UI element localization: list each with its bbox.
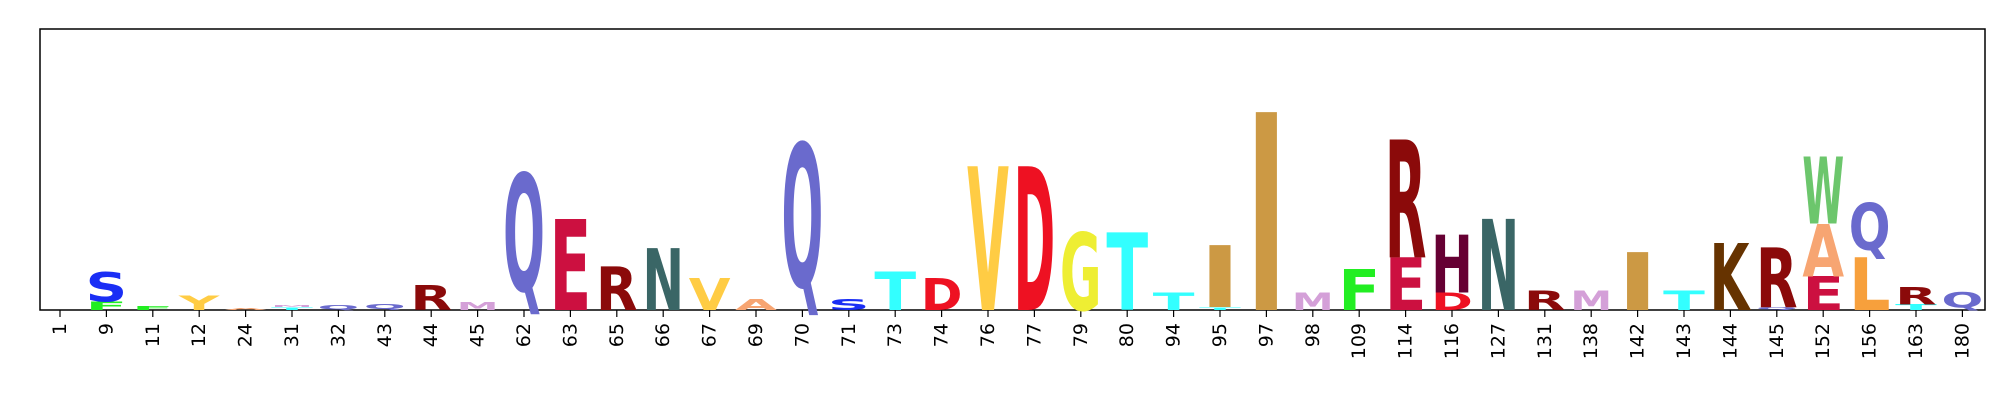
x-tick-label: 67: [699, 323, 721, 347]
x-tick-label: 9: [95, 323, 117, 335]
logo-letter-n: N: [642, 232, 684, 331]
x-tick-label: 127: [1487, 323, 1509, 359]
logo-letter-r: R: [1524, 285, 1566, 316]
logo-letter-f: F: [1338, 259, 1380, 324]
x-tick-label: 1: [49, 323, 71, 335]
x-tick-label: 114: [1395, 323, 1417, 359]
x-tick-label: 152: [1812, 323, 1834, 359]
logo-letter-q: Q: [782, 104, 824, 333]
logo-letter-i: I: [1617, 237, 1659, 329]
x-tick-label: 31: [281, 323, 303, 347]
logo-letter-q: Q: [1849, 190, 1891, 265]
x-tick-label: 156: [1859, 323, 1881, 359]
logo-letter-n: N: [1478, 196, 1520, 340]
plot-frame: [39, 28, 1986, 311]
logo-letter-a: A: [225, 307, 267, 310]
logo-letter-s: S: [86, 264, 128, 311]
logo-letter-d: D: [1014, 126, 1056, 356]
x-tick-label: 79: [1070, 323, 1092, 347]
x-tick-label: 95: [1209, 323, 1231, 347]
x-tick-label: 71: [838, 323, 860, 347]
logo-letter-d: D: [921, 270, 963, 321]
logo-letter-i: I: [1246, 58, 1288, 374]
logo-letter-r: R: [1756, 233, 1798, 327]
logo-letter-m: M: [1570, 286, 1612, 317]
logo-letter-m: M: [271, 305, 313, 308]
x-tick-label: 66: [652, 323, 674, 347]
logo-letter-t: T: [1106, 213, 1148, 335]
logo-letter-t: T: [874, 262, 916, 323]
logo-letter-q: Q: [318, 304, 360, 311]
x-tick-label: 43: [374, 323, 396, 347]
logo-letter-r: R: [596, 256, 638, 325]
logo-letter-h: H: [1431, 220, 1473, 312]
x-tick-label: 80: [1116, 323, 1138, 347]
logo-letter-a: A: [735, 296, 777, 314]
logo-letter-q: Q: [364, 303, 406, 311]
x-tick-label: 143: [1673, 323, 1695, 359]
logo-letter-l: L: [1849, 244, 1891, 328]
logo-letter-i: I: [1199, 230, 1241, 328]
x-tick-label: 180: [1951, 323, 1973, 359]
x-tick-label: 145: [1766, 323, 1788, 359]
logo-letter-f: F: [132, 306, 174, 312]
logo-letter-a: A: [1802, 211, 1844, 295]
x-tick-label: 163: [1905, 323, 1927, 359]
x-tick-label: 131: [1534, 323, 1556, 359]
x-tick-label: 138: [1580, 323, 1602, 359]
x-tick-label: 65: [606, 323, 628, 347]
logo-letter-r: R: [1385, 108, 1427, 296]
logo-letter-q: Q: [1942, 288, 1984, 313]
logo-letter-t: T: [1199, 307, 1241, 311]
x-tick-label: 73: [884, 323, 906, 347]
logo-letter-m: M: [1292, 288, 1334, 316]
x-tick-label: 116: [1441, 323, 1463, 359]
logo-letter-t: T: [271, 307, 313, 311]
logo-letter-m: M: [457, 301, 499, 313]
logo-letter-y: Y: [178, 292, 221, 315]
x-tick-label: 44: [420, 323, 442, 347]
logo-letter-q: Q: [503, 142, 545, 330]
logo-letter-t: T: [1663, 286, 1705, 317]
x-axis-ticks: 1 9 11 12 24 31 32 43 44 45 62 63 65 66 67 69 70 71 73 74 76…: [49, 310, 1973, 359]
logo-letter-r: R: [410, 279, 452, 319]
x-tick-label: 70: [791, 323, 813, 347]
x-tick-label: 74: [931, 323, 953, 347]
logo-letter-w: W: [1802, 140, 1844, 246]
x-tick-label: 62: [513, 323, 535, 347]
logo-letter-v: V: [689, 270, 731, 320]
logo-letter-t: T: [1153, 288, 1195, 316]
x-tick-label: 77: [1023, 323, 1045, 347]
logo-letter-s: S: [828, 296, 870, 314]
logo-letter-t: T: [1895, 303, 1937, 312]
x-tick-label: 45: [467, 323, 489, 347]
x-tick-label: 144: [1719, 323, 1741, 359]
x-tick-label: 142: [1627, 323, 1649, 359]
logo-letter-k: K: [1710, 225, 1752, 332]
logo-letter-e: E: [1802, 267, 1844, 321]
logo-letter-d: D: [1431, 288, 1473, 316]
x-tick-label: 109: [1348, 323, 1370, 359]
x-tick-label: 12: [188, 323, 210, 347]
logo-letter-e: E: [1385, 243, 1427, 327]
x-tick-label: 76: [977, 323, 999, 347]
logo-letter-v: V: [967, 129, 1009, 358]
x-tick-label: 24: [235, 323, 257, 347]
x-tick-label: 97: [1255, 323, 1277, 347]
x-tick-label: 32: [327, 323, 349, 347]
logo-letter-r: R: [1895, 282, 1937, 310]
logo-letter-g: G: [1060, 212, 1102, 336]
x-tick-label: 63: [559, 323, 581, 347]
logo-letter-f: F: [86, 299, 128, 312]
x-tick-label: 69: [745, 323, 767, 347]
x-tick-label: 11: [142, 323, 164, 347]
x-tick-label: 98: [1302, 323, 1324, 347]
x-tick-label: 94: [1163, 323, 1185, 347]
logo-letter-e: E: [550, 196, 592, 341]
logo-letter-q: Q: [1756, 307, 1798, 311]
